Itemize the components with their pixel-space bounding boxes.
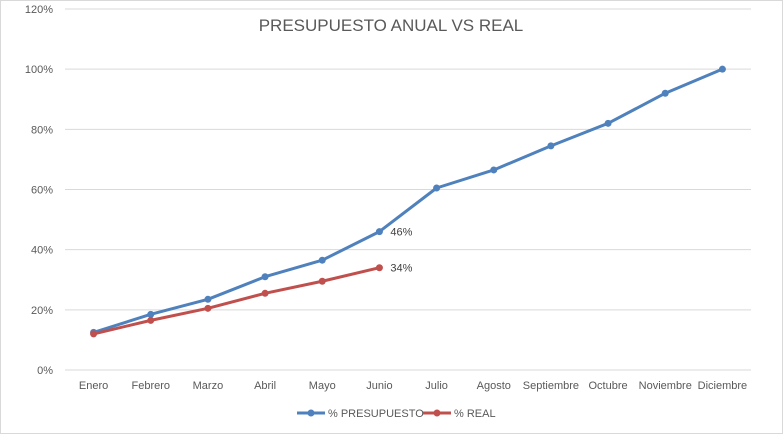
x-tick-label: Marzo: [193, 380, 224, 392]
data-point: [661, 89, 669, 97]
y-axis-ticks: 0% 20% 40% 60% 80% 100% 120%: [25, 4, 53, 377]
x-tick-label: Mayo: [309, 380, 336, 392]
data-point: [261, 289, 269, 297]
legend-marker: [307, 409, 315, 417]
y-tick-label: 40%: [31, 245, 53, 257]
x-tick-label: Julio: [425, 380, 448, 392]
series-line: [92, 266, 381, 336]
data-labels: 46% 34%: [390, 227, 412, 275]
legend-label: % PRESUPUESTO: [328, 408, 424, 420]
series-1: [90, 264, 383, 338]
data-label: 34%: [390, 263, 412, 275]
legend-item: % PRESUPUESTO: [297, 408, 424, 420]
data-label: 46%: [390, 227, 412, 239]
chart-title: PRESUPUESTO ANUAL VS REAL: [259, 16, 524, 35]
legend: % PRESUPUESTO % REAL: [297, 408, 496, 420]
x-tick-label: Agosto: [477, 380, 511, 392]
data-point: [261, 273, 269, 281]
data-point: [204, 304, 212, 312]
x-tick-label: Febrero: [131, 380, 170, 392]
x-tick-label: Enero: [79, 380, 108, 392]
data-point: [718, 65, 726, 73]
x-tick-label: Junio: [366, 380, 392, 392]
series-layer: [90, 65, 726, 338]
data-point: [318, 277, 326, 285]
y-tick-label: 0%: [37, 365, 53, 377]
y-tick-label: 120%: [25, 4, 53, 16]
y-tick-label: 20%: [31, 305, 53, 317]
x-tick-label: Septiembre: [523, 380, 579, 392]
data-point: [547, 142, 555, 150]
y-tick-label: 60%: [31, 185, 53, 197]
data-point: [375, 228, 383, 236]
legend-marker: [433, 409, 441, 417]
legend-item: % REAL: [423, 408, 496, 420]
data-point: [147, 316, 155, 324]
legend-label: % REAL: [454, 408, 496, 420]
series-line: [92, 67, 724, 334]
x-tick-label: Diciembre: [698, 380, 748, 392]
x-tick-label: Octubre: [589, 380, 628, 392]
y-tick-label: 100%: [25, 64, 53, 76]
x-axis-ticks: Enero Febrero Marzo Abril Mayo Junio Julio Agos…: [79, 380, 747, 392]
x-tick-label: Abril: [254, 380, 276, 392]
data-point: [433, 184, 441, 192]
y-tick-label: 80%: [31, 124, 53, 136]
data-point: [318, 256, 326, 264]
data-point: [90, 330, 98, 338]
series-0: [90, 65, 726, 336]
data-point: [204, 295, 212, 303]
data-point: [490, 166, 498, 174]
data-point: [604, 119, 612, 127]
x-tick-label: Noviembre: [639, 380, 692, 392]
data-point: [375, 264, 383, 272]
gridlines: [65, 8, 751, 371]
data-point: [147, 310, 155, 318]
